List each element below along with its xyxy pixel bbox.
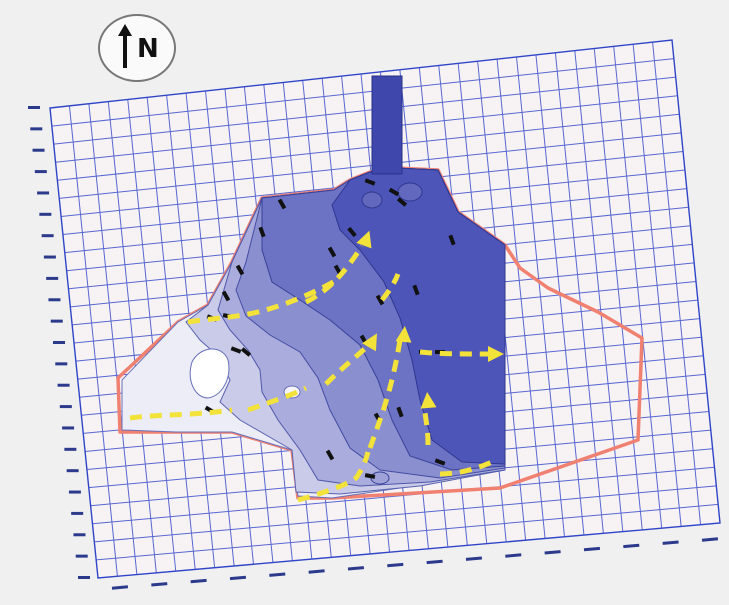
y-tick-label <box>78 576 90 579</box>
y-tick-label <box>73 533 85 536</box>
unmined-pillar <box>362 192 382 208</box>
y-tick-label <box>76 555 88 558</box>
x-tick-label <box>584 547 600 551</box>
north-arrow: N <box>98 14 176 82</box>
y-tick-label <box>51 320 63 323</box>
north-label: N <box>137 34 158 64</box>
y-tick-label <box>39 213 51 216</box>
x-tick-label <box>702 537 718 541</box>
y-tick-label <box>30 127 42 130</box>
y-tick-label <box>48 298 60 301</box>
x-tick-label <box>505 553 521 557</box>
y-tick-label <box>67 469 79 472</box>
y-tick-label <box>35 170 47 173</box>
y-tick-label <box>58 384 70 387</box>
y-tick-label <box>69 491 81 494</box>
y-tick-label <box>42 234 54 237</box>
x-tick-label <box>309 569 325 573</box>
y-tick-label <box>60 405 72 408</box>
x-tick-label <box>191 579 207 583</box>
x-tick-label <box>623 544 639 548</box>
unmined-pillar <box>398 183 422 201</box>
y-tick-label <box>28 106 40 109</box>
y-tick-label <box>46 277 58 280</box>
shaft <box>372 76 402 174</box>
x-tick-label <box>387 563 403 567</box>
x-tick-label <box>348 566 364 570</box>
y-tick-label <box>71 512 83 515</box>
y-tick-label <box>37 191 49 194</box>
x-tick-label <box>230 576 246 580</box>
north-arrow-icon <box>118 24 132 68</box>
x-tick-label <box>545 550 561 554</box>
y-tick-label <box>53 341 65 344</box>
y-tick-label <box>55 362 67 365</box>
x-tick-label <box>269 573 285 577</box>
y-tick-label <box>33 149 45 152</box>
x-tick-label <box>427 560 443 564</box>
x-tick-label <box>663 541 679 545</box>
y-tick-label <box>44 256 56 259</box>
y-tick-label <box>62 426 74 429</box>
x-tick-label <box>151 582 167 586</box>
y-tick-label <box>64 448 76 451</box>
x-tick-label <box>112 585 128 589</box>
x-tick-label <box>466 557 482 561</box>
